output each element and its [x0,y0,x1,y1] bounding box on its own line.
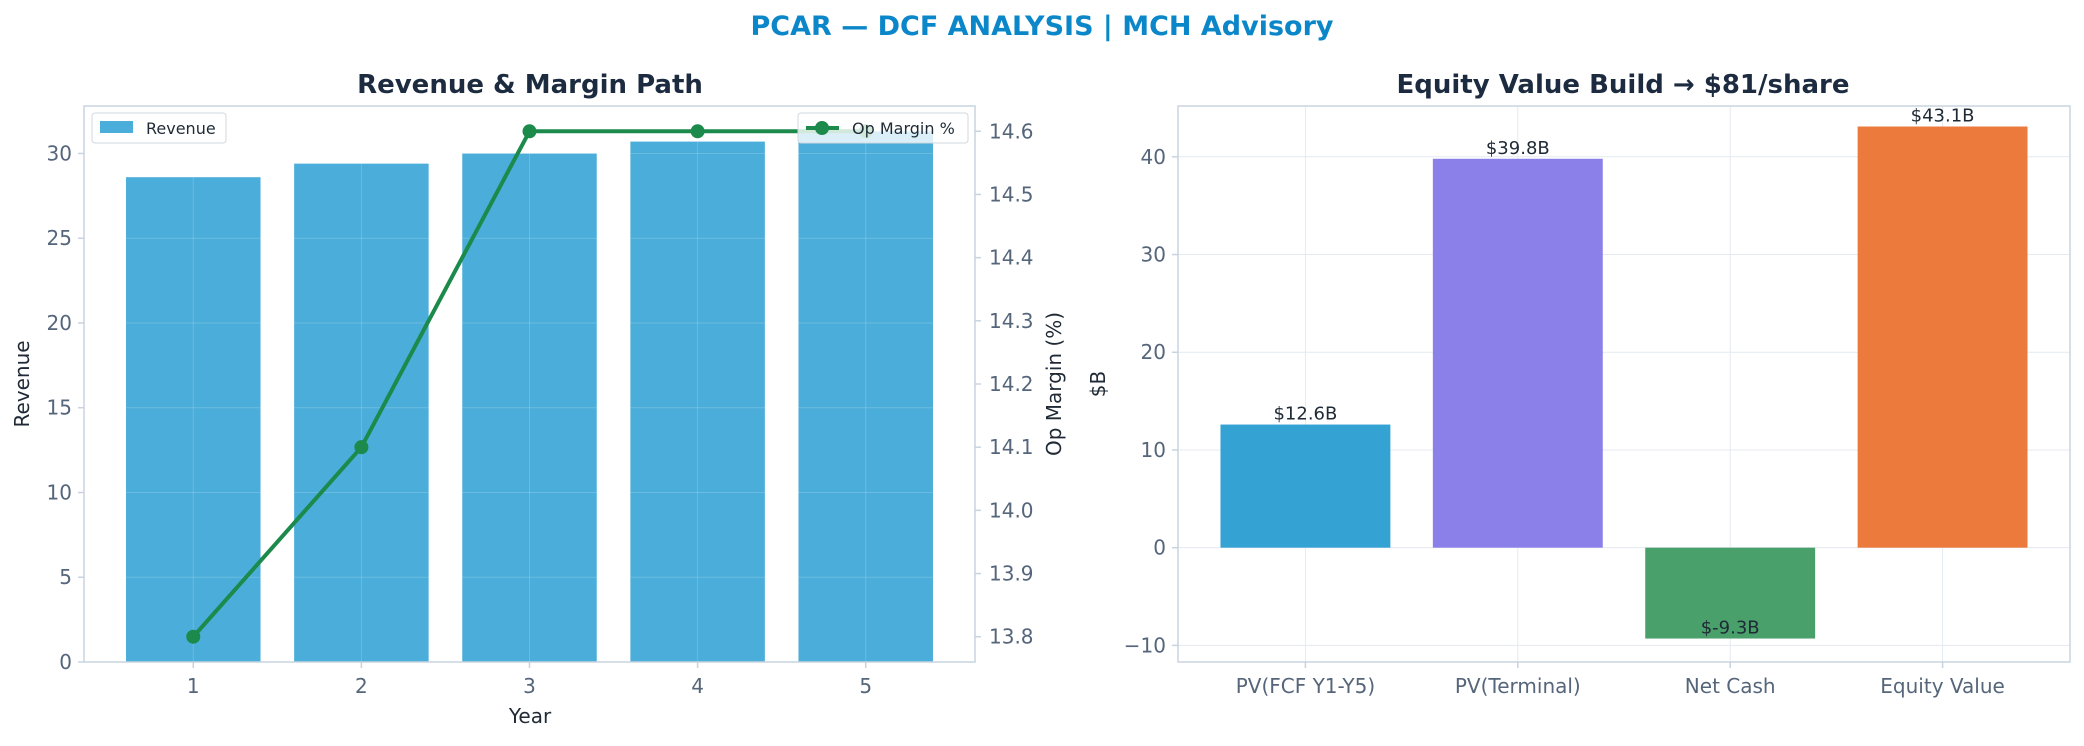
x-tick-label: 3 [523,674,536,698]
y2-tick-label: 14.3 [989,309,1034,333]
y-tick-label: 10 [47,480,72,504]
plot-frame [1177,105,2071,663]
equity-bar [1432,158,1603,548]
y2-tick-label: 13.9 [989,562,1034,586]
y2-tick-label: 14.2 [989,372,1034,396]
legend-marker [815,121,829,135]
x-tick-label: 1 [187,674,200,698]
equity-build-chart: $12.6B $39.8B $-9.3B $43.1B −10 0 10 20 30 40 PV(F… [1124,105,2071,698]
y2-tick-label: 14.5 [989,182,1034,206]
left-x-axis-label: Year [508,704,552,728]
y-tick-label: 15 [47,396,72,420]
x-tick-label: PV(Terminal) [1455,674,1581,698]
y-tick-label: 5 [59,565,72,589]
y2-tick-label: 13.8 [989,625,1034,649]
y2-tick-label: 14.1 [989,435,1034,459]
left-chart-title: Revenue & Margin Path [357,70,703,100]
y-tick-label: 40 [1141,145,1166,169]
legend-swatch [100,121,133,133]
x-tick-label: PV(FCF Y1-Y5) [1236,674,1375,698]
revenue-bar [294,163,429,662]
y-tick-label: 20 [47,311,72,335]
revenue-bar [462,153,597,662]
bar-value-label: $12.6B [1273,404,1337,425]
equity-y-axis-label: $B [1086,371,1110,397]
bar-value-label: $43.1B [1911,106,1975,127]
y-tick-label: 0 [59,650,72,674]
right-chart-title: Equity Value Build → $81/share [1397,70,1850,100]
equity-bar [1857,126,2028,548]
right-y-axis-label: Op Margin (%) [1042,312,1066,456]
op-margin-point [690,124,705,139]
y-tick-label: 10 [1141,438,1166,462]
y-tick-label: 20 [1141,340,1166,364]
equity-bar [1645,547,1816,639]
x-tick-label: Net Cash [1685,674,1776,698]
y-tick-label: 0 [1153,536,1166,560]
revenue-margin-chart: 05101520253013.813.914.014.114.214.314.4… [47,105,1034,698]
left-y-axis-label: Revenue [10,340,34,427]
legend-label: Op Margin % [852,119,955,138]
bar-value-label: $-9.3B [1701,618,1760,639]
legend-revenue: Revenue [91,112,227,144]
y2-tick-label: 14.6 [989,119,1034,143]
legend-box [797,112,969,144]
revenue-bar [630,141,765,663]
bar-value-label: $39.8B [1486,138,1550,159]
x-tick-label: 5 [859,674,872,698]
revenue-bar [798,131,933,663]
y-tick-label: −10 [1124,633,1166,657]
equity-bar [1220,424,1391,548]
legend-box [91,112,227,144]
legend-op-margin: Op Margin % [797,112,969,144]
y-tick-label: 30 [1141,243,1166,267]
y2-tick-label: 14.4 [989,246,1034,270]
y2-tick-label: 14.0 [989,498,1034,522]
y-tick-label: 25 [47,226,72,250]
legend-label: Revenue [146,119,216,138]
y-tick-label: 30 [47,141,72,165]
x-tick-label: 4 [691,674,704,698]
x-tick-label: Equity Value [1880,674,2005,698]
op-margin-point [354,440,369,455]
op-margin-point [186,629,201,644]
x-tick-label: 2 [355,674,368,698]
op-margin-point [522,124,537,139]
figure-title: PCAR — DCF ANALYSIS | MCH Advisory [751,11,1334,42]
revenue-bar [126,177,261,662]
